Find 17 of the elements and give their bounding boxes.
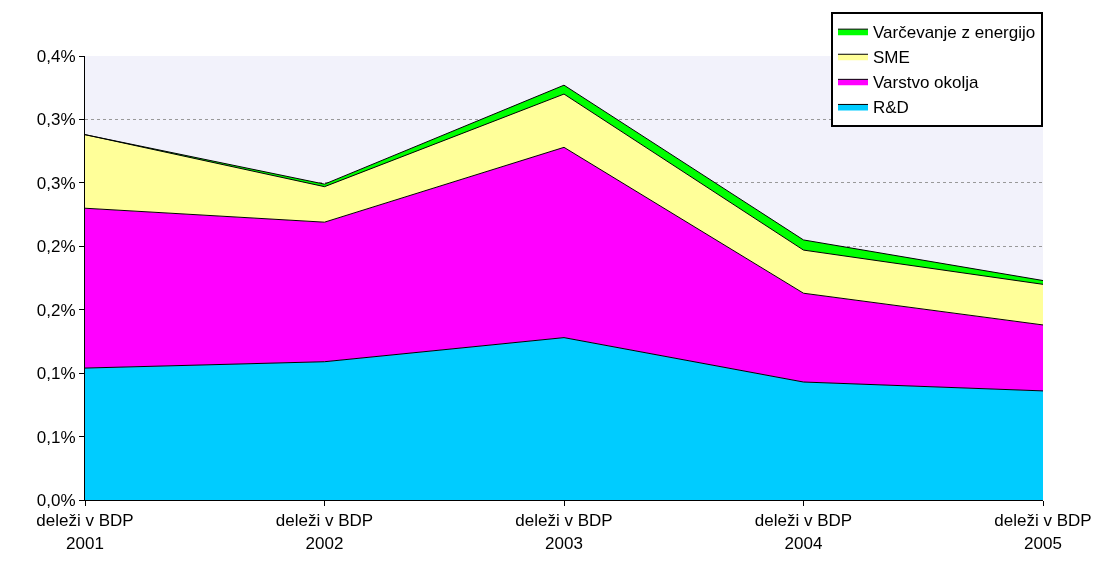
legend-label: Varčevanje z energijo	[873, 22, 1036, 42]
y-tick-label: 0,4%	[36, 46, 76, 66]
x-tick-label: deleži v BDP 2003	[515, 511, 613, 553]
x-tick-label: deleži v BDP 2004	[754, 511, 853, 553]
legend-label: Varstvo okolja	[873, 72, 980, 92]
x-tick-label: deleži v BDP 2002	[275, 511, 374, 553]
x-tick-label: deleži v BDP 2001	[36, 511, 134, 553]
y-tick-label: 0,0%	[36, 490, 76, 510]
y-tick-label: 0,2%	[36, 300, 76, 320]
legend-label: R&D	[873, 98, 909, 118]
y-tick-label: 0,3%	[36, 173, 76, 193]
y-tick-label: 0,2%	[36, 237, 76, 257]
y-tick-label: 0,1%	[36, 364, 76, 384]
y-tick-label: 0,1%	[36, 427, 76, 447]
legend-label: SME	[873, 47, 910, 67]
x-tick-label: deleži v BDP 2005	[994, 511, 1092, 553]
y-tick-label: 0,3%	[36, 110, 76, 130]
